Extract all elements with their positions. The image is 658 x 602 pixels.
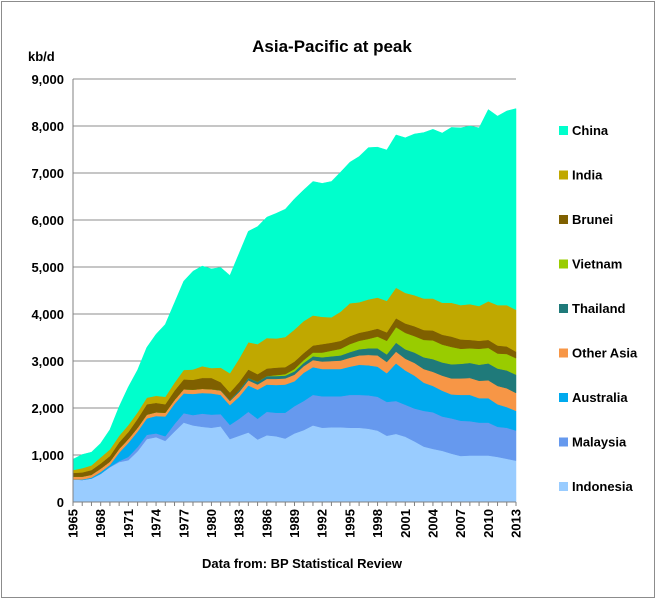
y-tick-label: 5,000 xyxy=(31,260,64,275)
x-tick-label: 1977 xyxy=(176,509,191,538)
legend: China India Brunei Vietnam Thailand Other Asi… xyxy=(559,123,638,494)
legend-label: Malaysia xyxy=(572,435,627,450)
x-tick-label: 1995 xyxy=(342,509,357,538)
legend-swatch xyxy=(559,482,568,491)
legend-label: Vietnam xyxy=(572,257,622,272)
legend-item-vietnam: Vietnam xyxy=(559,257,622,272)
legend-swatch xyxy=(559,437,568,447)
y-tick-label: 6,000 xyxy=(31,213,64,228)
y-tick-label: 3,000 xyxy=(31,354,64,369)
legend-label: Thailand xyxy=(572,301,626,316)
legend-item-other-asia: Other Asia xyxy=(559,346,638,361)
legend-label: Brunei xyxy=(572,212,613,227)
y-tick-label: 0 xyxy=(57,495,64,510)
legend-item-indonesia: Indonesia xyxy=(559,479,633,494)
y-tick-label: 9,000 xyxy=(31,72,64,87)
y-tick-labels: 0 1,000 2,000 3,000 4,000 5,000 6,000 7,000 8,00… xyxy=(31,72,64,510)
y-tick-label: 7,000 xyxy=(31,166,64,181)
y-tick-label: 4,000 xyxy=(31,307,64,322)
legend-item-china: China xyxy=(559,123,609,138)
legend-swatch xyxy=(559,259,568,269)
x-tick-label: 2013 xyxy=(509,509,524,538)
x-tick-label: 2001 xyxy=(398,509,413,538)
legend-item-thailand: Thailand xyxy=(559,301,626,316)
legend-label: Australia xyxy=(572,390,628,405)
x-tick-labels: 1965 1968 1971 1974 1977 1980 1983 1986 1989 1992… xyxy=(66,508,524,538)
legend-swatch xyxy=(559,304,568,313)
x-tick-label: 1998 xyxy=(370,509,385,538)
x-tick-label: 2007 xyxy=(453,509,468,538)
y-tick-label: 2,000 xyxy=(31,401,64,416)
legend-swatch xyxy=(559,126,568,135)
legend-swatch xyxy=(559,170,568,180)
x-tick-label: 1983 xyxy=(232,509,247,538)
stacked-area-chart: Asia-Pacific at peak kb/d 0 1,000 2,000 3,0… xyxy=(28,37,638,571)
x-tick-label: 1992 xyxy=(315,509,330,538)
legend-label: Indonesia xyxy=(572,479,633,494)
area-series xyxy=(72,108,517,503)
x-tick-label: 1965 xyxy=(66,509,81,538)
area-china xyxy=(72,108,517,471)
legend-item-australia: Australia xyxy=(559,390,628,405)
x-tick-label: 1974 xyxy=(149,508,164,538)
x-tick-label: 1989 xyxy=(287,509,302,538)
legend-swatch xyxy=(559,393,568,402)
legend-item-india: India xyxy=(559,168,603,183)
x-tick-label: 1971 xyxy=(121,509,136,538)
legend-item-brunei: Brunei xyxy=(559,212,613,227)
x-tick-label: 1968 xyxy=(93,509,108,538)
y-axis-label: kb/d xyxy=(28,49,55,64)
x-tick-label: 2004 xyxy=(425,508,440,538)
legend-label: Other Asia xyxy=(572,346,638,361)
x-tick-label: 1986 xyxy=(259,509,274,538)
source-note: Data from: BP Statistical Review xyxy=(202,556,403,571)
legend-swatch xyxy=(559,215,568,224)
legend-label: India xyxy=(572,168,603,183)
x-tick-label: 1980 xyxy=(204,509,219,538)
y-tick-label: 8,000 xyxy=(31,119,64,134)
legend-swatch xyxy=(559,348,568,358)
axes xyxy=(72,79,517,506)
x-tick-label: 2010 xyxy=(481,509,496,538)
chart-title: Asia-Pacific at peak xyxy=(252,37,412,56)
legend-item-malaysia: Malaysia xyxy=(559,435,627,450)
legend-label: China xyxy=(572,123,609,138)
y-tick-label: 1,000 xyxy=(31,448,64,463)
